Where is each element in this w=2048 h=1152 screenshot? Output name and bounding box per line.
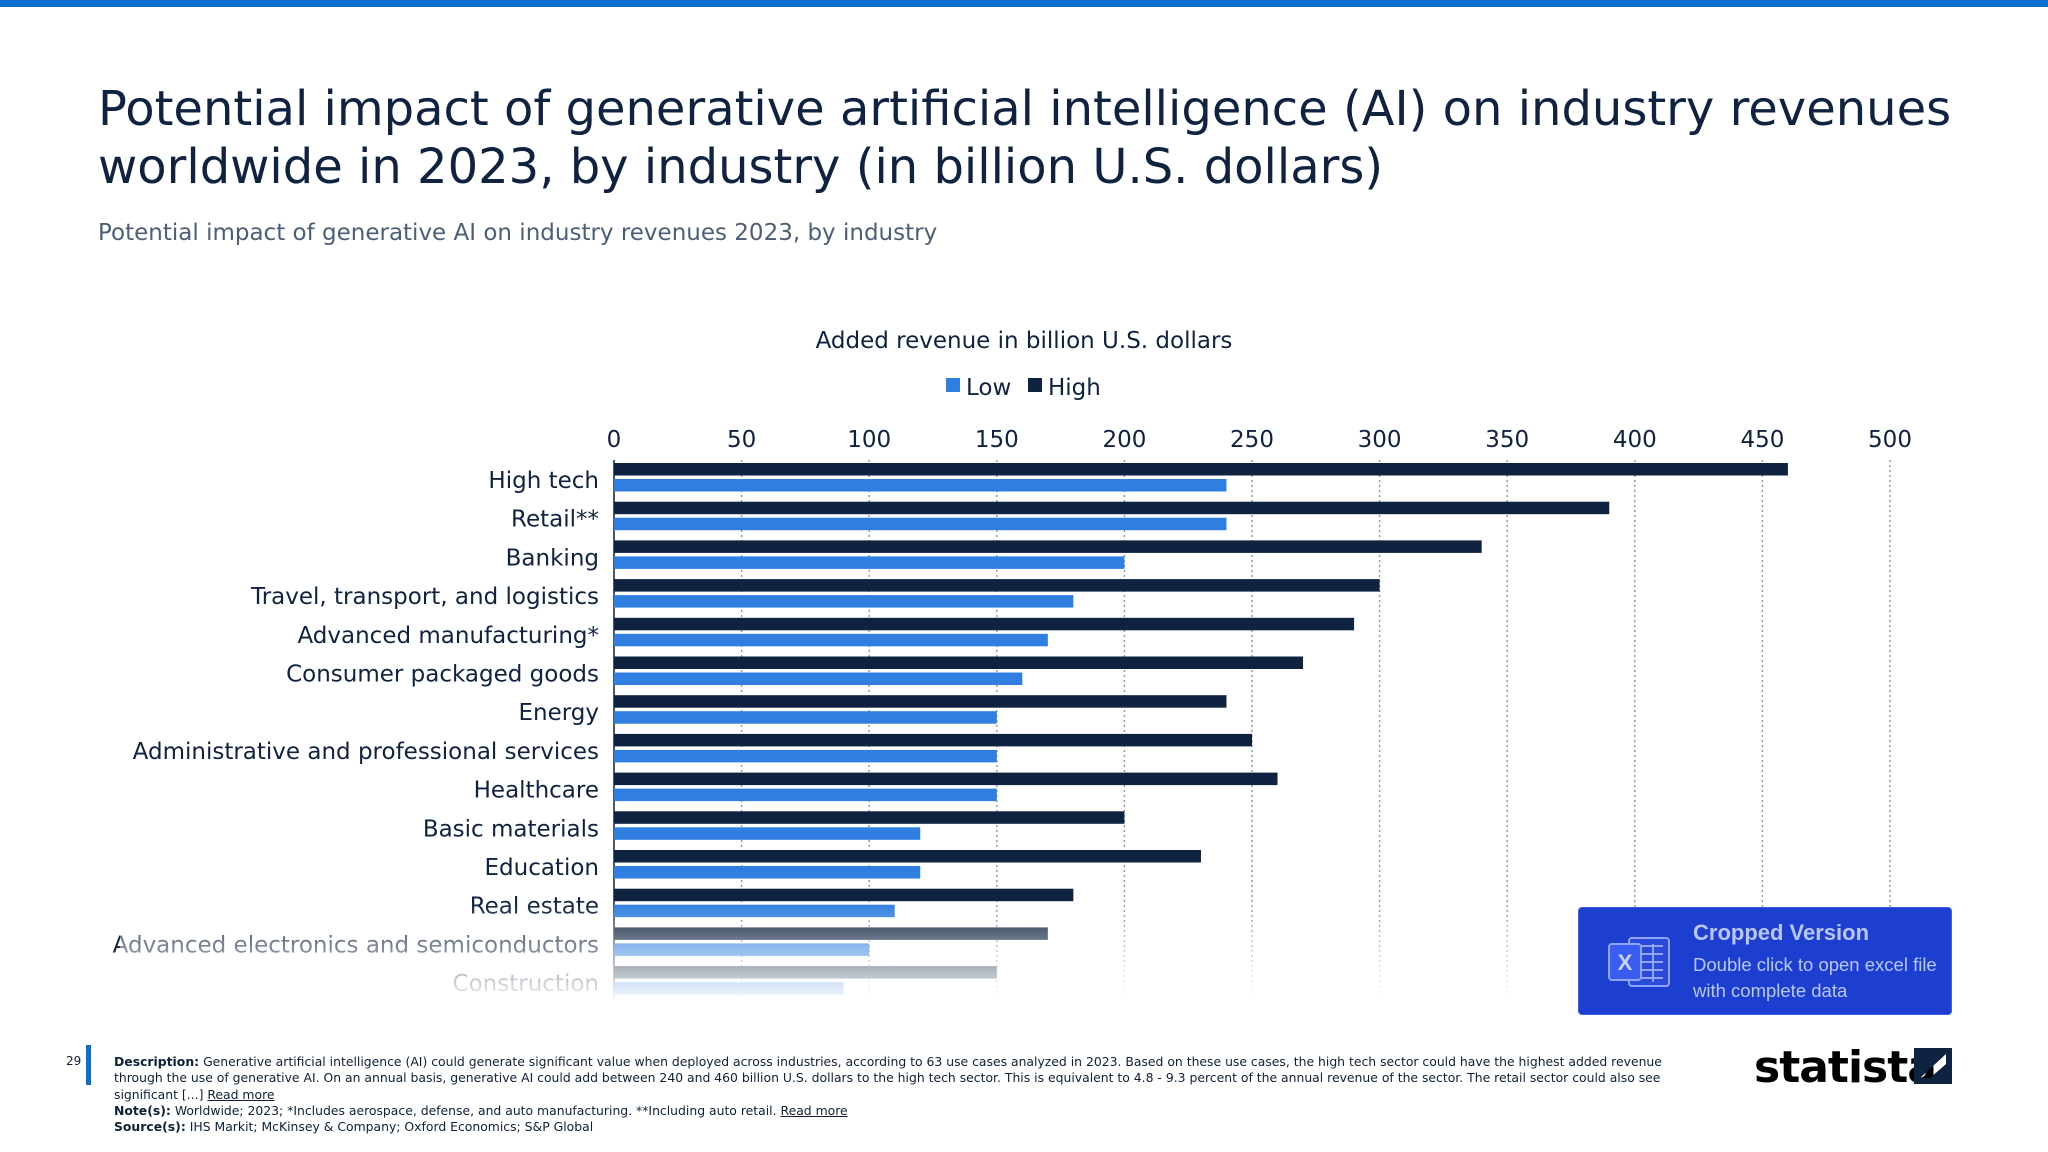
x-tick-label: 200: [1102, 427, 1146, 453]
cropped-version-notice[interactable]: X Cropped Version Double click to open e…: [1578, 907, 1952, 1015]
chart-title: Added revenue in billion U.S. dollars: [816, 328, 1233, 354]
category-label: Retail**: [511, 507, 599, 533]
x-tick-label: 400: [1613, 427, 1657, 453]
cropped-version-description: Double click to open excel file with com…: [1693, 954, 1937, 1001]
top-accent-bar: [0, 0, 2048, 7]
sources-label: Source(s):: [114, 1119, 186, 1135]
bar-high: [614, 888, 1074, 902]
category-label: Basic materials: [423, 816, 599, 842]
bar-low: [614, 595, 1074, 608]
bar-low: [614, 827, 921, 840]
bar-high: [614, 540, 1482, 553]
legend-swatch: [1028, 378, 1042, 392]
footer-description: Description: Generative artificial intel…: [114, 1054, 1704, 1103]
logo-text: statista: [1754, 1042, 1936, 1090]
page-subtitle: Potential impact of generative AI on ind…: [98, 220, 938, 246]
bar-high: [614, 463, 1788, 476]
page-title: Potential impact of generative artificia…: [98, 81, 1952, 195]
description-label: Description:: [114, 1054, 200, 1069]
bar-chart: Added revenue in billion U.S. dollars Lo…: [113, 328, 1912, 1000]
category-label: Travel, transport, and logistics: [250, 584, 599, 610]
legend-label: High: [1048, 375, 1101, 401]
x-tick-label: 500: [1868, 427, 1912, 453]
description-text: Generative artificial intelligence (AI) …: [114, 1054, 1662, 1102]
category-label: High tech: [488, 468, 599, 494]
bar-low: [614, 479, 1227, 492]
bar-low: [614, 517, 1227, 531]
excel-icon: X: [1608, 937, 1670, 987]
footer-notes: Description: Generative artificial intel…: [114, 1054, 1704, 1135]
category-label: Banking: [506, 545, 599, 571]
bar-high: [614, 579, 1380, 592]
x-tick-label: 150: [975, 427, 1019, 453]
bar-low: [614, 711, 997, 724]
statista-logo: statista: [1754, 1042, 1952, 1090]
page-number: 29: [66, 1054, 82, 1068]
notes-label: Note(s):: [114, 1102, 171, 1118]
x-axis-ticks: 0 50 100 150 200 250 300 350 400 450 500: [607, 427, 1912, 453]
bar-low: [614, 788, 997, 802]
bar-high: [614, 811, 1125, 824]
category-label: Administrative and professional services: [133, 739, 599, 765]
x-tick-label: 450: [1740, 427, 1784, 453]
bar-high: [614, 617, 1355, 631]
chart-legend: Low High: [946, 375, 1101, 401]
sources-text: IHS Markit; McKinsey & Company; Oxford E…: [189, 1119, 594, 1135]
bar-low: [614, 749, 997, 763]
x-tick-label: 0: [607, 427, 622, 453]
legend-label: Low: [966, 375, 1011, 401]
bar-low: [614, 633, 1048, 647]
category-label: Energy: [518, 700, 599, 726]
logo-mark-icon: [1914, 1048, 1952, 1084]
bar-high: [614, 733, 1252, 747]
bar-low: [614, 556, 1125, 569]
svg-text:X: X: [1618, 950, 1633, 975]
footer-sources-line: Source(s): IHS Markit; McKinsey & Compan…: [114, 1119, 1704, 1135]
x-tick-label: 100: [847, 427, 891, 453]
legend-swatch: [946, 378, 960, 392]
notes-text: Worldwide; 2023; *Includes aerospace, de…: [174, 1102, 777, 1118]
footer-notes-line: Note(s): Worldwide; 2023; *Includes aero…: [114, 1103, 1704, 1119]
category-label: Advanced manufacturing*: [297, 623, 599, 649]
bar-high: [614, 850, 1201, 863]
x-tick-label: 350: [1485, 427, 1529, 453]
fade-overlay: [120, 902, 1510, 1000]
category-label: Healthcare: [474, 778, 599, 804]
footer-accent-bar: [86, 1045, 91, 1085]
description-read-more-link[interactable]: Read more: [207, 1086, 275, 1102]
bar-high: [614, 656, 1304, 669]
x-tick-label: 300: [1358, 427, 1402, 453]
bar-low: [614, 866, 921, 879]
category-label: Education: [484, 855, 599, 881]
bar-high: [614, 501, 1610, 515]
cropped-version-title: Cropped Version: [1693, 920, 1870, 945]
notes-read-more-link[interactable]: Read more: [780, 1102, 848, 1118]
bar-high: [614, 772, 1278, 786]
bar-high: [614, 695, 1227, 708]
bar-low: [614, 672, 1023, 685]
category-label: Consumer packaged goods: [286, 662, 599, 688]
x-tick-label: 250: [1230, 427, 1274, 453]
x-tick-label: 50: [727, 427, 756, 453]
